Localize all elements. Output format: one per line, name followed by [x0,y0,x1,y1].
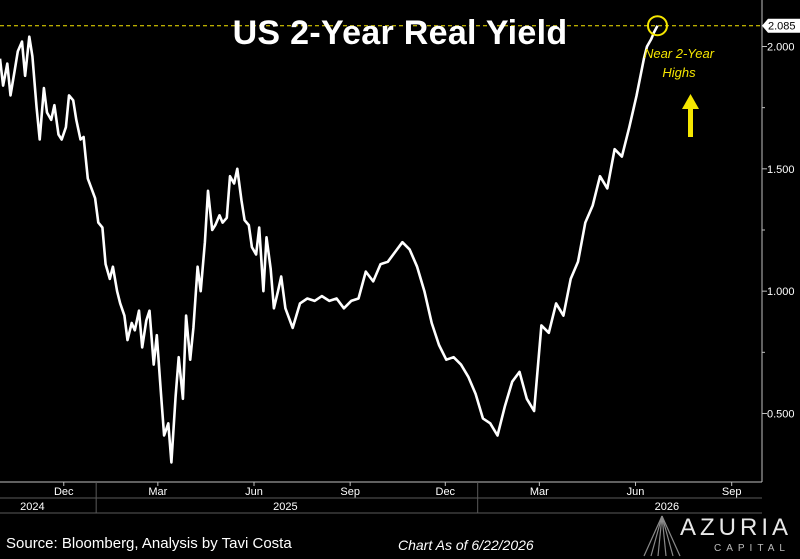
x-tick-label: Sep [340,486,360,498]
logo-name: AZURIA [680,514,793,541]
azuria-logo: AZURIA CAPITAL [640,512,800,559]
annotation-line2: Highs [662,65,696,80]
x-tick-label: Mar [530,486,549,498]
y-tick-label: 0.500 [767,408,795,420]
chart-title: US 2-Year Real Yield [232,14,568,52]
x-tick-label: Jun [627,486,645,498]
highlight-circle [646,15,668,37]
last-value-tag: 2.085 [762,18,800,33]
annotation: Near 2-Year Highs [634,44,724,82]
logo-mark-icon [643,515,681,557]
x-year-label: 2024 [20,501,44,513]
series-line [0,25,659,464]
y-tick-label: 1.500 [767,164,795,176]
axis-layer [0,0,763,514]
logo-sub: CAPITAL [714,543,790,554]
x-ticks: Dec Mar Jun Sep Dec Mar Jun Sep 2024 2025 2026 [20,482,741,513]
x-tick-label: Dec [54,486,74,498]
x-year-label: 2026 [655,501,679,513]
source-text: Source: Bloomberg, Analysis by Tavi Cost… [6,535,292,552]
as-of-text: Chart As of 6/22/2026 [398,537,534,553]
y-tick-label: 1.000 [767,286,795,298]
x-tick-label: Dec [436,486,456,498]
x-tick-label: Jun [245,486,263,498]
up-arrow-icon [682,94,699,137]
last-value-label: 2.085 [768,21,796,33]
x-year-label: 2025 [273,501,297,513]
annotation-line1: Near 2-Year [643,46,715,61]
y-tick-label: 2.000 [767,41,795,53]
x-tick-label: Sep [722,486,742,498]
y-ticks: 0.500 1.000 1.500 2.000 [762,41,795,420]
x-tick-label: Mar [148,486,167,498]
